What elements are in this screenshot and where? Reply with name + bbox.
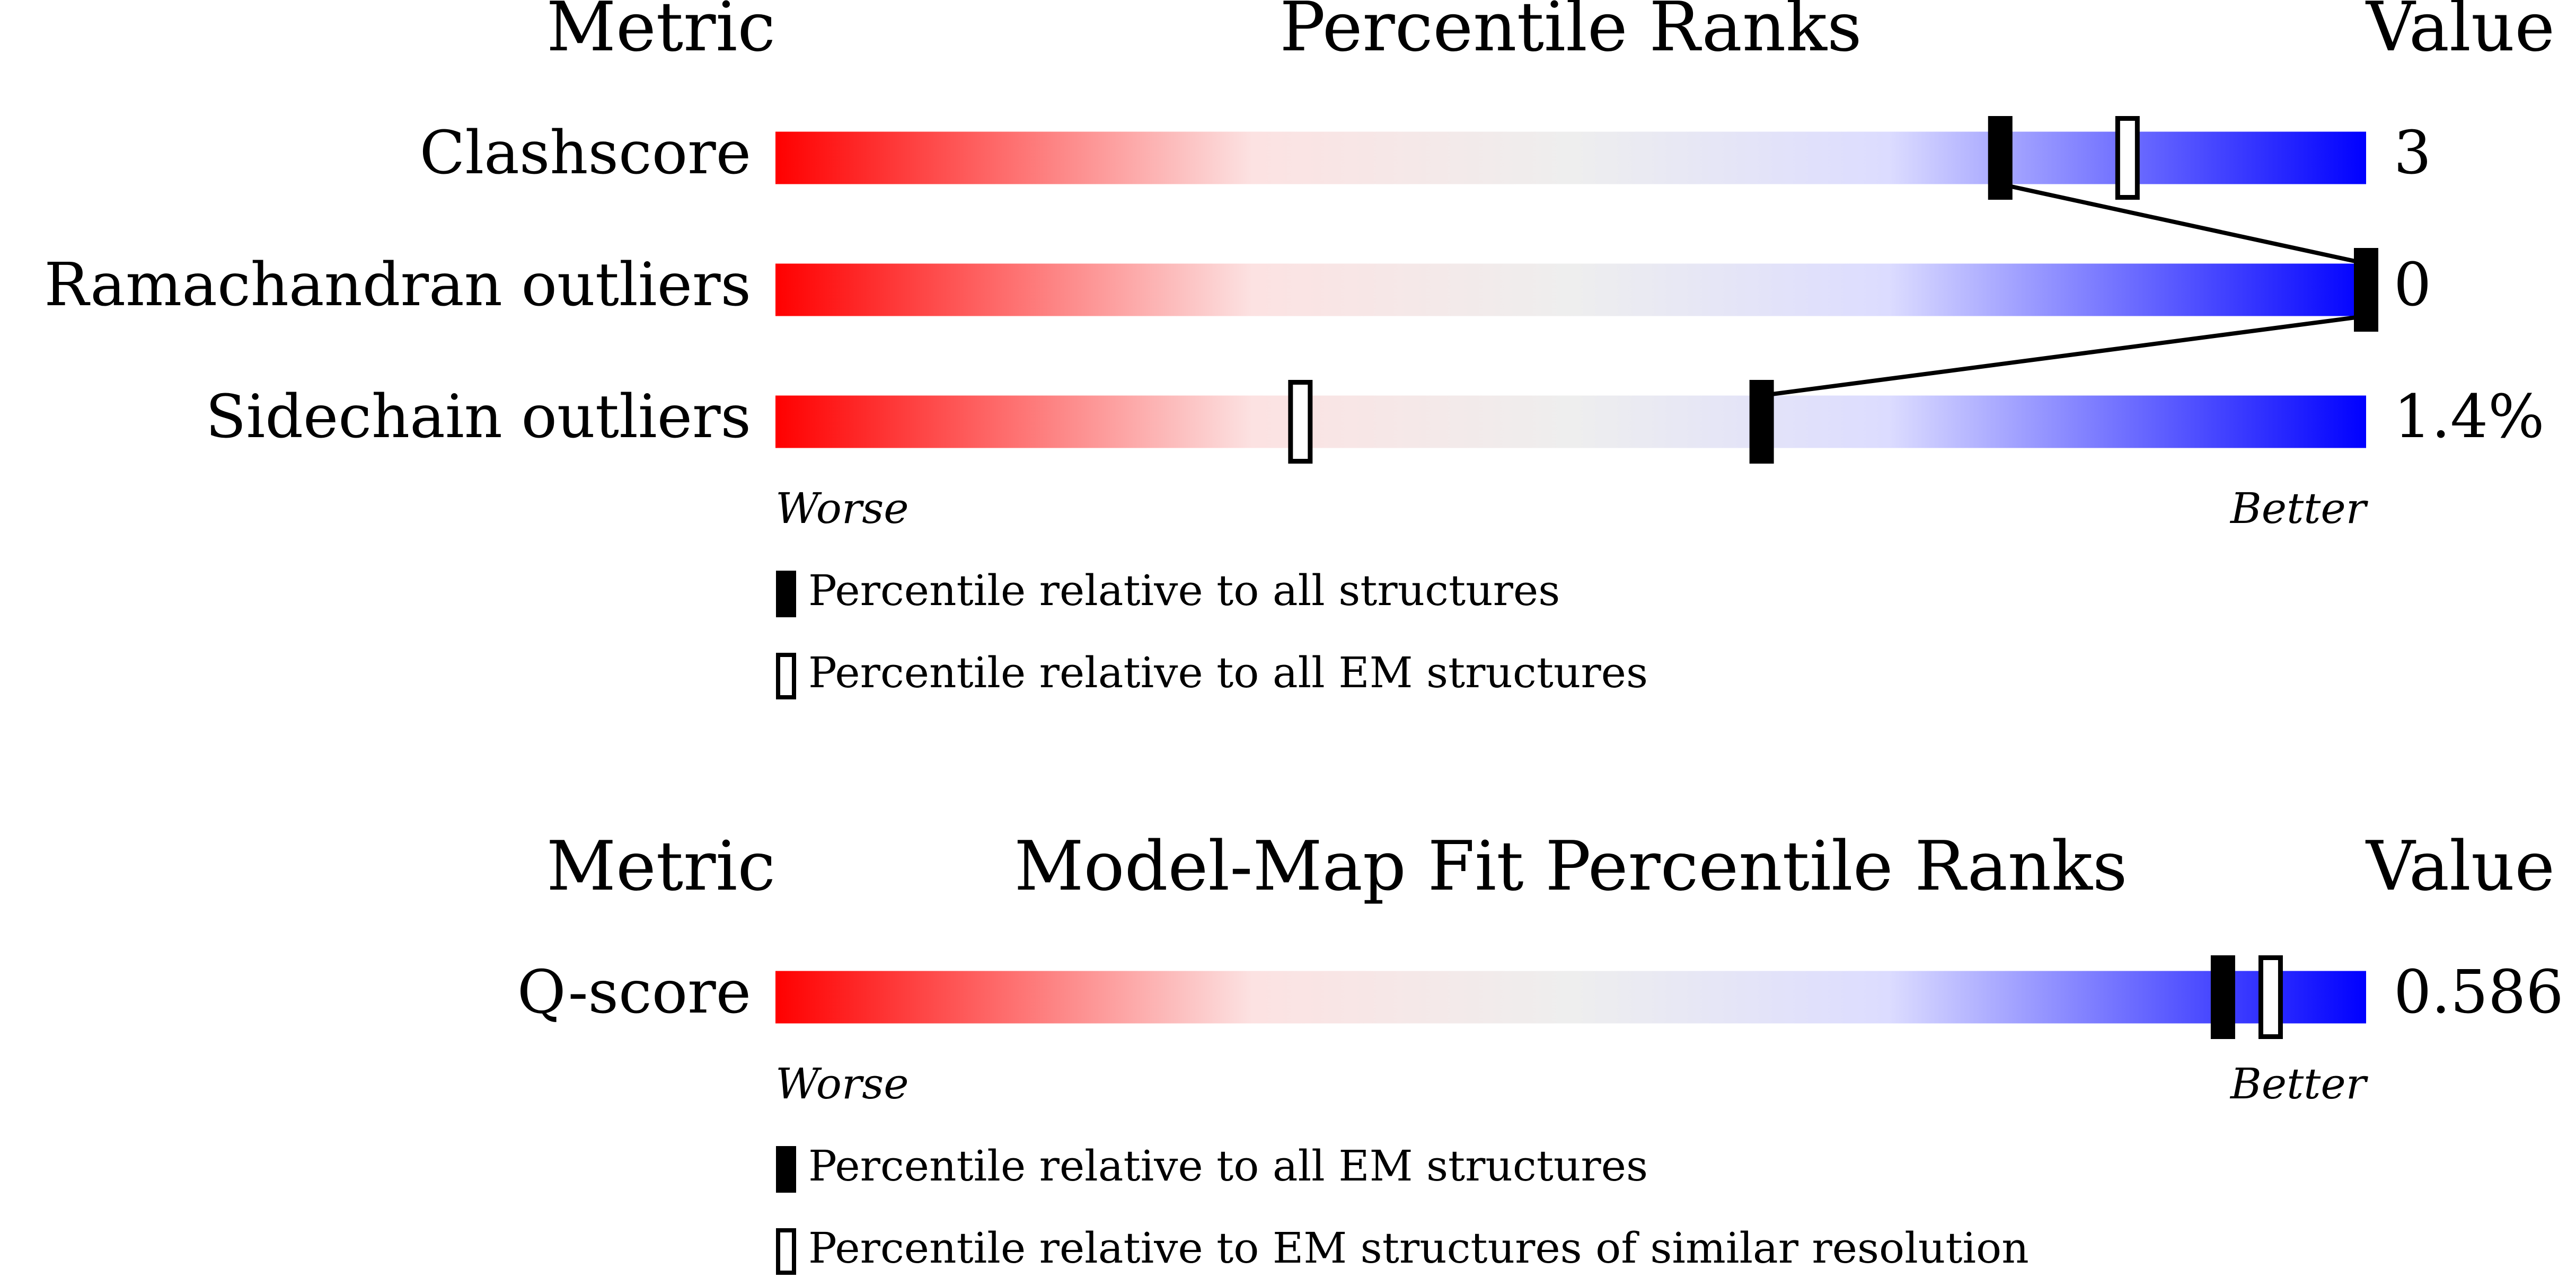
connector-line [1999, 182, 2367, 266]
percentile-marker [1988, 116, 2013, 200]
metric-label: Ramachandran outliers [44, 251, 751, 320]
connector-line [1761, 314, 2367, 398]
percentile-marker [2210, 955, 2235, 1039]
percentile-marker [2115, 116, 2140, 200]
legend-swatch [776, 571, 796, 617]
metric-header: Metric [546, 0, 775, 67]
value-header: Value [2365, 827, 2555, 906]
legend-label: Percentile relative to all EM structures [808, 1141, 1648, 1191]
percentile-bar [775, 971, 2366, 1024]
better-label: Better [2229, 1059, 2369, 1108]
percentile-bar [775, 263, 2366, 316]
metric-header: Metric [546, 827, 775, 906]
legend-label: Percentile relative to all structures [808, 566, 1560, 615]
percentile-bar [775, 395, 2366, 448]
percentile-bar [775, 131, 2366, 184]
percentile-marker [2354, 248, 2378, 332]
legend-label: Percentile relative to all EM structures [808, 648, 1648, 697]
metric-label: Clashscore [420, 119, 751, 188]
percentile-marker [2258, 955, 2283, 1039]
chart-title: Percentile Ranks [1280, 0, 1862, 67]
metric-value: 0.586 [2394, 958, 2564, 1027]
metric-value: 3 [2394, 119, 2431, 188]
percentile-marker [1749, 380, 1774, 464]
value-header: Value [2365, 0, 2555, 67]
worse-label: Worse [775, 484, 909, 533]
worse-label: Worse [775, 1059, 909, 1108]
legend-swatch [776, 653, 796, 699]
chart-title: Model-Map Fit Percentile Ranks [1014, 827, 2127, 906]
metric-value: 0 [2394, 251, 2431, 320]
metric-label: Q-score [517, 958, 751, 1027]
legend-swatch [776, 1146, 796, 1193]
percentile-marker [1288, 380, 1313, 464]
metric-label: Sidechain outliers [206, 383, 751, 451]
legend-label: Percentile relative to EM structures of … [808, 1223, 2029, 1273]
legend-swatch [776, 1228, 796, 1275]
better-label: Better [2229, 484, 2369, 533]
metric-value: 1.4% [2394, 383, 2545, 451]
